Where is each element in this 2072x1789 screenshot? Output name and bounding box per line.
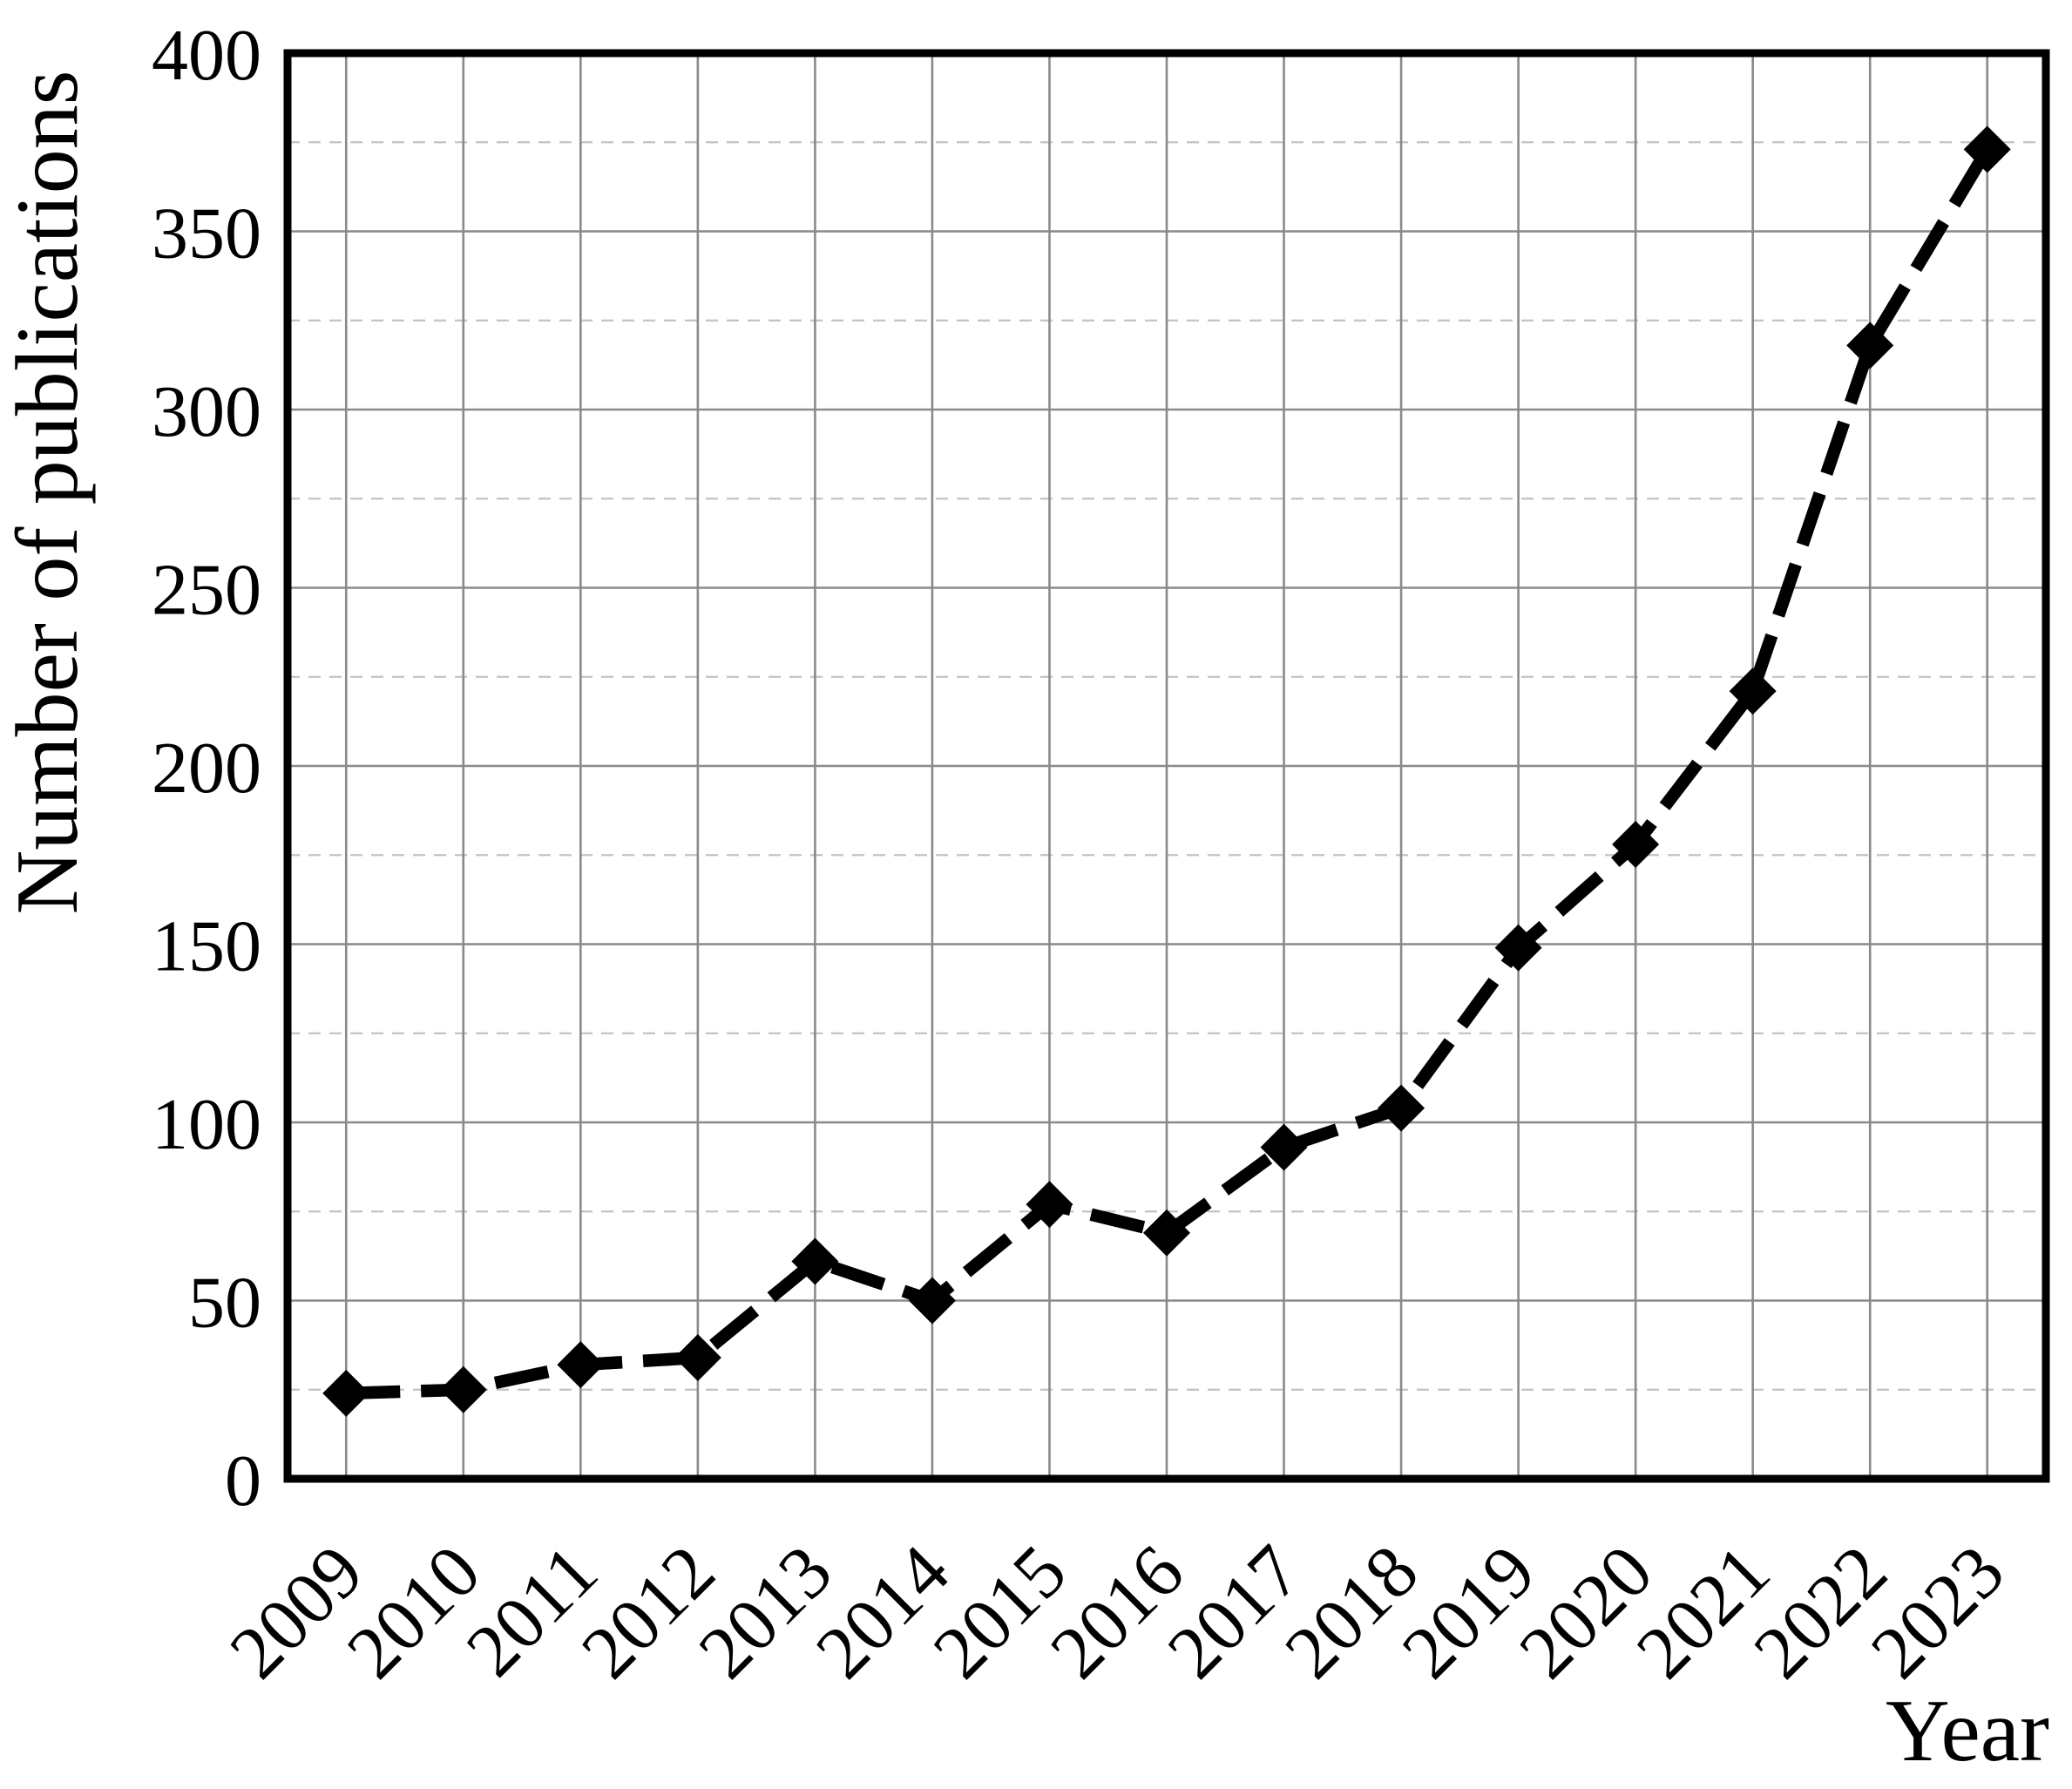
y-tick-label: 200 bbox=[152, 728, 261, 809]
data-point-marker-2018 bbox=[1378, 1084, 1425, 1132]
y-tick-label: 0 bbox=[225, 1440, 261, 1521]
y-tick-label: 150 bbox=[152, 906, 261, 987]
y-tick-label: 250 bbox=[152, 550, 261, 631]
y-tick-label: 300 bbox=[152, 371, 261, 452]
x-tick-labels: 2009201020112012201320142015201620172018… bbox=[213, 1529, 2020, 1695]
x-tick-label: 2023 bbox=[1855, 1529, 2021, 1695]
data-point-marker-2016 bbox=[1143, 1209, 1190, 1257]
data-point-marker-2020 bbox=[1612, 820, 1660, 868]
x-axis-title: Year bbox=[1886, 1682, 2049, 1780]
y-tick-labels: 0 50 100 150 200 250 300 350 400 bbox=[152, 15, 261, 1521]
plot-border bbox=[283, 49, 2050, 1483]
data-point-marker-2015 bbox=[1026, 1181, 1073, 1229]
data-point-marker-2014 bbox=[908, 1277, 956, 1325]
data-point-marker-2010 bbox=[439, 1365, 487, 1413]
data-point-marker-2012 bbox=[674, 1333, 721, 1381]
y-axis-title: Number of publications bbox=[0, 71, 97, 915]
y-tick-label: 400 bbox=[152, 15, 261, 96]
y-tick-label: 100 bbox=[152, 1084, 261, 1165]
data-point-marker-2013 bbox=[791, 1237, 839, 1285]
data-point-marker-2009 bbox=[322, 1369, 370, 1417]
data-point-marker-2019 bbox=[1494, 924, 1542, 972]
data-point-marker-2017 bbox=[1260, 1123, 1308, 1171]
data-point-marker-2011 bbox=[557, 1341, 605, 1389]
y-tick-label: 50 bbox=[188, 1263, 261, 1344]
data-point-marker-2021 bbox=[1729, 667, 1777, 715]
data-point-markers bbox=[322, 125, 2011, 1417]
data-point-marker-2022 bbox=[1846, 322, 1894, 369]
data-point-marker-2023 bbox=[1963, 125, 2011, 173]
y-tick-label: 350 bbox=[152, 193, 261, 274]
